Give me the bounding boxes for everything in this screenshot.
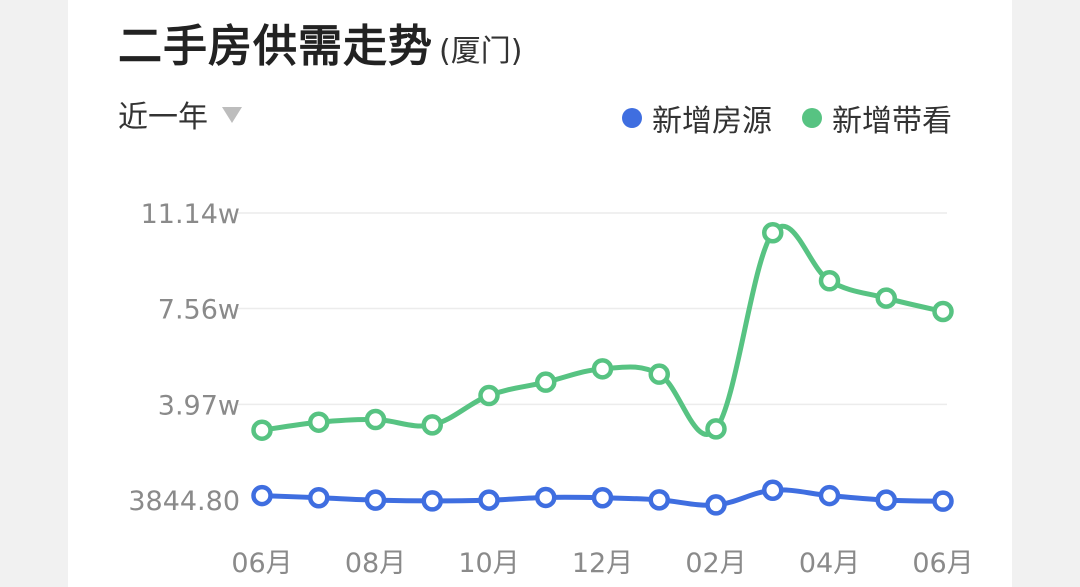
series-line-viewings bbox=[259, 223, 946, 437]
data-point-viewings bbox=[591, 358, 614, 380]
data-point-listings bbox=[591, 486, 614, 509]
data-point-listings bbox=[875, 489, 897, 511]
data-point-viewings bbox=[308, 411, 330, 433]
data-point-viewings bbox=[762, 221, 784, 244]
x-tick-label: 06月 bbox=[912, 548, 973, 579]
data-point-listings bbox=[932, 490, 954, 512]
chart-title: 二手房供需走势 (厦门) bbox=[118, 10, 522, 74]
period-dropdown[interactable]: 近一年 bbox=[118, 92, 242, 136]
data-point-viewings bbox=[932, 300, 954, 323]
period-dropdown-label: 近一年 bbox=[118, 100, 208, 135]
y-tick-label: 3.97w bbox=[158, 390, 240, 421]
data-point-viewings bbox=[364, 408, 387, 431]
chart-title-text: 二手房供需走势 bbox=[118, 21, 433, 72]
y-tick-label: 7.56w bbox=[158, 295, 240, 326]
legend-dot-viewings bbox=[802, 108, 822, 128]
data-point-viewings bbox=[421, 414, 443, 436]
data-point-viewings bbox=[251, 419, 273, 441]
data-point-viewings bbox=[875, 287, 897, 309]
legend-item-listings[interactable]: 新增房源 bbox=[622, 96, 772, 140]
data-point-listings bbox=[535, 486, 557, 509]
x-tick-label: 12月 bbox=[572, 548, 633, 579]
x-tick-label: 02月 bbox=[685, 548, 746, 579]
data-point-viewings bbox=[648, 363, 670, 385]
legend: 新增房源 新增带看 bbox=[622, 96, 952, 140]
legend-dot-listings bbox=[622, 108, 642, 128]
data-point-viewings bbox=[478, 384, 500, 407]
y-tick-label: 3844.80 bbox=[128, 486, 240, 517]
x-tick-label: 08月 bbox=[345, 548, 406, 579]
data-point-listings bbox=[818, 484, 841, 507]
data-point-listings bbox=[251, 484, 273, 507]
caret-down-icon bbox=[222, 106, 242, 123]
data-point-listings bbox=[705, 494, 727, 516]
chart-subtitle: (厦门) bbox=[439, 34, 523, 69]
legend-label-viewings: 新增带看 bbox=[832, 104, 952, 139]
data-point-listings bbox=[308, 486, 330, 509]
x-tick-label: 10月 bbox=[458, 548, 519, 579]
data-point-viewings bbox=[535, 371, 557, 393]
data-point-listings bbox=[421, 490, 443, 512]
data-point-listings bbox=[762, 479, 784, 501]
data-point-listings bbox=[648, 489, 670, 511]
data-point-listings bbox=[364, 489, 387, 511]
legend-item-viewings[interactable]: 新增带看 bbox=[802, 96, 952, 140]
data-point-listings bbox=[478, 489, 500, 511]
data-point-viewings bbox=[818, 270, 841, 292]
legend-label-listings: 新增房源 bbox=[652, 104, 772, 139]
x-tick-label: 06月 bbox=[231, 548, 292, 579]
x-tick-label: 04月 bbox=[799, 548, 860, 579]
data-point-viewings bbox=[705, 418, 727, 440]
y-tick-label: 11.14w bbox=[141, 199, 240, 230]
